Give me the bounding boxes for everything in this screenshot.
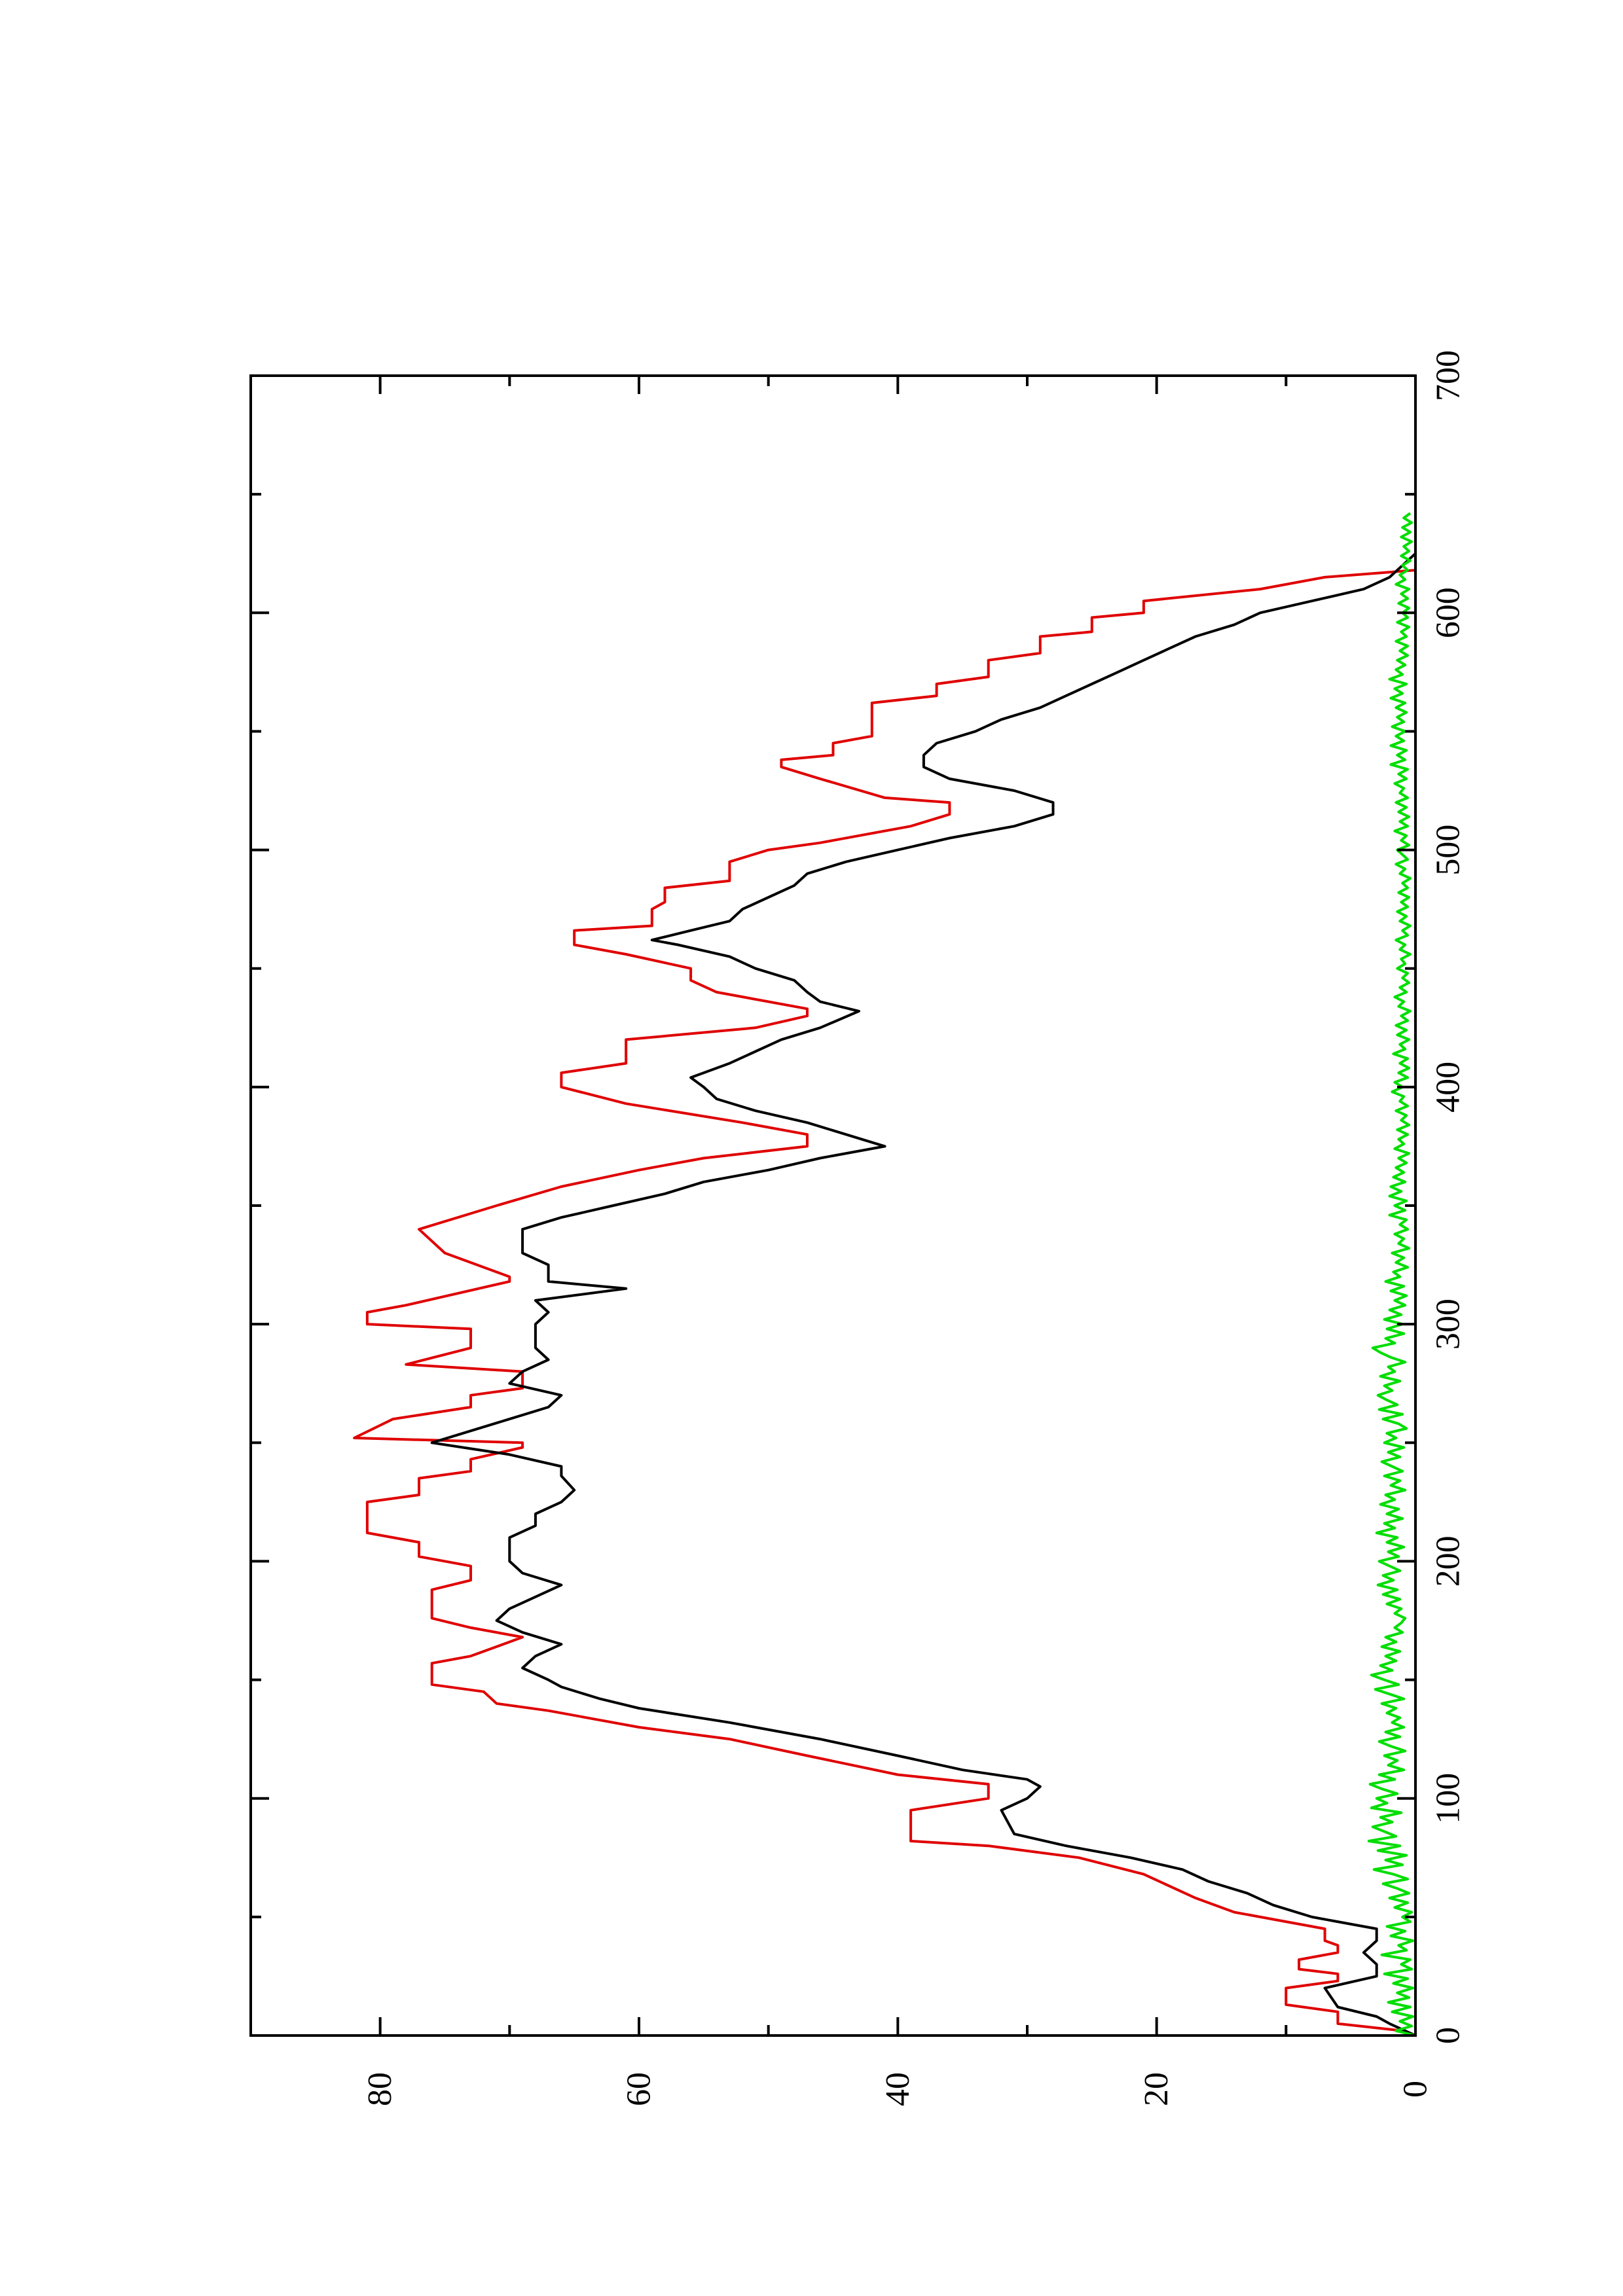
x-tick-label: 0 (1430, 2027, 1467, 2044)
series-line-1 (430, 552, 1417, 2037)
plot-frame (249, 374, 1417, 2037)
x-tick-label: 300 (1430, 1299, 1467, 1350)
x-tick-label: 100 (1430, 1773, 1467, 1824)
x-tick-label: 400 (1430, 1062, 1467, 1113)
y-tick-label: 0 (1397, 2081, 1434, 2098)
x-tick-label: 200 (1430, 1535, 1467, 1587)
y-tick-label: 60 (621, 2072, 658, 2106)
x-tick-label: 600 (1430, 587, 1467, 638)
x-tick-label: 500 (1430, 825, 1467, 876)
series-line-2 (1367, 512, 1416, 2037)
x-tick-label: 700 (1430, 350, 1467, 401)
y-tick-label: 80 (361, 2072, 399, 2106)
y-tick-label: 40 (879, 2072, 917, 2106)
label-layer: 0 100 200 300 400 500 600 700 0 20 40 60 80 (361, 350, 1467, 2106)
y-tick-label: 20 (1138, 2072, 1175, 2106)
series-layer (353, 512, 1417, 2037)
series-line-0 (353, 569, 1416, 2037)
tick-layer (251, 374, 1417, 2037)
